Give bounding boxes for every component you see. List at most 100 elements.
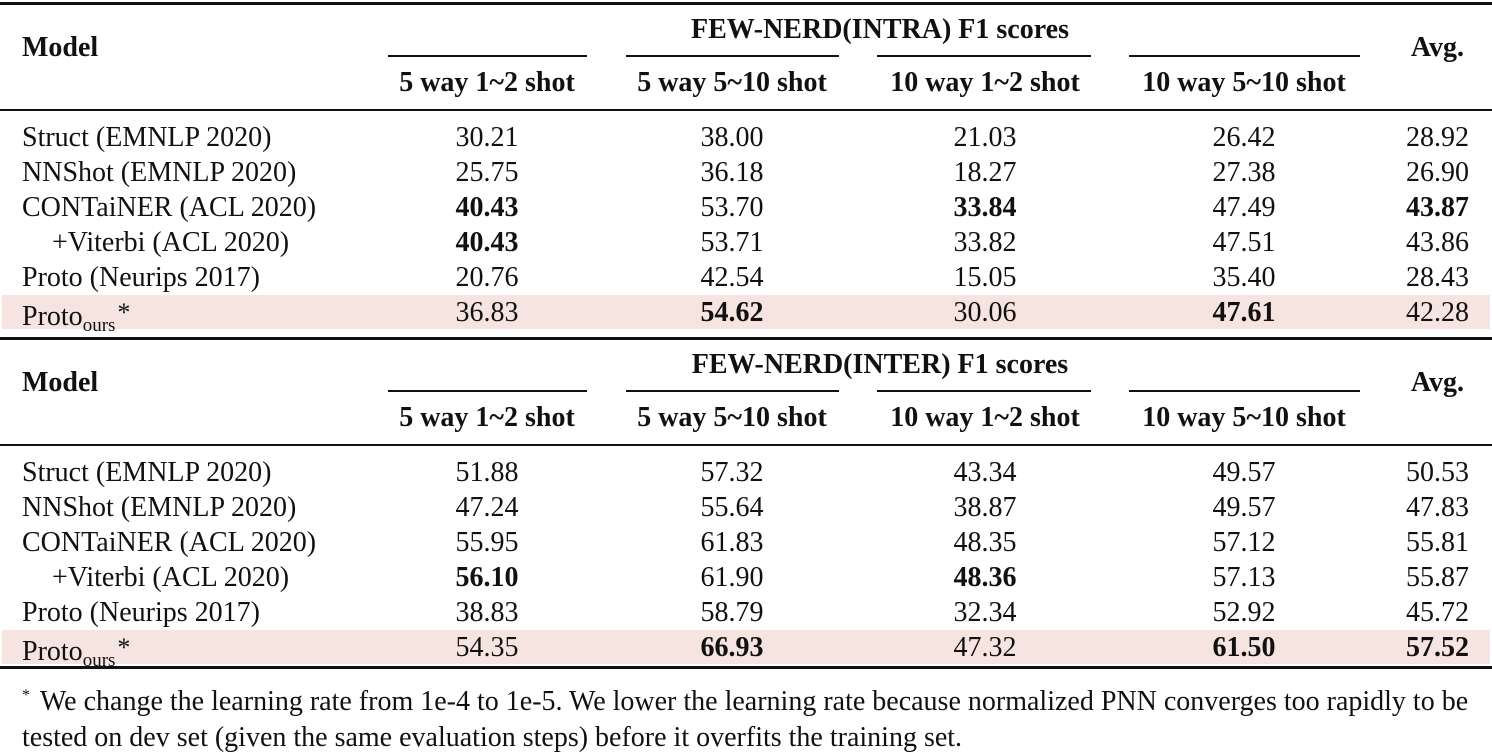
intra-row-model-name: Struct (EMNLP 2020)	[22, 122, 272, 153]
intra-row-model-name: CONTaiNER (ACL 2020)	[22, 192, 317, 223]
inter-cell: 55.95	[455, 527, 519, 558]
intra-cell: 18.27	[953, 157, 1017, 188]
inter-setting-header: 5 way 1~2 shot	[399, 402, 575, 433]
intra-cell: 38.00	[700, 122, 764, 153]
inter-ours-highlight	[2, 630, 1490, 664]
inter-cell: 52.92	[1212, 597, 1276, 628]
inter-cell: 66.93	[700, 632, 764, 663]
footnote-text: We change the learning rate from 1e-4 to…	[22, 686, 1469, 753]
inter-setting-header: 10 way 5~10 shot	[1142, 402, 1346, 433]
footnote-mark: *	[22, 687, 30, 704]
inter-cell: 61.90	[700, 562, 764, 593]
inter-avg-cell: 55.81	[1406, 527, 1469, 558]
model-name-base: Proto	[22, 636, 83, 667]
inter-row-model-name: CONTaiNER (ACL 2020)	[22, 527, 317, 558]
inter-cell: 61.83	[700, 527, 764, 558]
inter-avg-cell: 55.87	[1406, 562, 1469, 593]
intra-avg-cell: 43.87	[1406, 192, 1469, 223]
inter-cell: 57.13	[1212, 562, 1276, 593]
inter-avg-cell: 57.52	[1406, 632, 1469, 663]
inter-cmidrule	[388, 390, 587, 392]
inter-avg-cell: 47.83	[1406, 492, 1469, 523]
intra-cmidrule	[877, 55, 1091, 57]
inter-cell: 38.87	[953, 492, 1017, 523]
model-name-subscript: ours	[82, 650, 116, 671]
intra-cmidrule	[388, 55, 587, 57]
intra-cell: 21.03	[953, 122, 1017, 153]
intra-ours-highlight	[2, 295, 1490, 329]
inter-row-model-name: NNShot (EMNLP 2020)	[22, 492, 297, 523]
intra-cell: 53.71	[700, 227, 764, 258]
intra-cell: 35.40	[1212, 262, 1276, 293]
intra-title: FEW-NERD(INTRA) F1 scores	[691, 14, 1069, 45]
intra-top-rule	[0, 2, 1492, 5]
intra-setting-header: 10 way 1~2 shot	[890, 67, 1080, 98]
intra-cell: 42.54	[700, 262, 764, 293]
intra-cell: 30.21	[455, 122, 519, 153]
intra-row-model-name: +Viterbi (ACL 2020)	[52, 227, 290, 258]
inter-setting-header: 5 way 5~10 shot	[637, 402, 827, 433]
inter-cell: 47.24	[455, 492, 519, 523]
inter-cell: 32.34	[953, 597, 1017, 628]
inter-cell: 47.32	[953, 632, 1017, 663]
footnote-star: *	[117, 633, 131, 662]
footnote-star: *	[117, 298, 131, 327]
intra-setting-header: 10 way 5~10 shot	[1142, 67, 1346, 98]
intra-cell: 33.82	[953, 227, 1017, 258]
intra-cell: 36.18	[700, 157, 764, 188]
inter-cell: 38.83	[455, 597, 519, 628]
intra-cell: 20.76	[455, 262, 519, 293]
intra-cell: 40.43	[455, 192, 519, 223]
inter-cmidrule	[626, 390, 839, 392]
inter-avg-cell: 50.53	[1406, 457, 1469, 488]
intra-cell: 40.43	[455, 227, 519, 258]
inter-cell: 49.57	[1212, 457, 1276, 488]
inter-avg-cell: 45.72	[1406, 597, 1469, 628]
intra-cell: 26.42	[1212, 122, 1276, 153]
intra-avg-cell: 28.43	[1406, 262, 1469, 293]
intra-avg-cell: 26.90	[1406, 157, 1469, 188]
intra-avg-cell: 42.28	[1406, 297, 1469, 328]
inter-cell: 57.32	[700, 457, 764, 488]
inter-cmidrule	[877, 390, 1091, 392]
inter-cell: 56.10	[455, 562, 519, 593]
intra-cell: 30.06	[953, 297, 1017, 328]
inter-row-model-name: Struct (EMNLP 2020)	[22, 457, 272, 488]
intra-setting-header: 5 way 5~10 shot	[637, 67, 827, 98]
inter-mid-rule	[0, 444, 1492, 446]
intra-cell: 53.70	[700, 192, 764, 223]
intra-cell: 47.61	[1212, 297, 1276, 328]
intra-avg-header: Avg.	[1410, 32, 1464, 63]
intra-cell: 15.05	[953, 262, 1017, 293]
inter-cell: 55.64	[700, 492, 764, 523]
inter-row-model-name: +Viterbi (ACL 2020)	[52, 562, 290, 593]
intra-setting-header: 5 way 1~2 shot	[399, 67, 575, 98]
intra-avg-cell: 43.86	[1406, 227, 1469, 258]
intra-cmidrule	[626, 55, 839, 57]
model-name-subscript: ours	[82, 315, 116, 336]
inter-avg-header: Avg.	[1410, 367, 1464, 398]
intra-cell: 36.83	[455, 297, 519, 328]
intra-model-header: Model	[22, 32, 99, 63]
inter-cell: 43.34	[953, 457, 1017, 488]
intra-row-model-name: NNShot (EMNLP 2020)	[22, 157, 297, 188]
inter-cell: 49.57	[1212, 492, 1276, 523]
inter-cell: 48.35	[953, 527, 1017, 558]
inter-model-header: Model	[22, 367, 99, 398]
intra-cell: 47.51	[1212, 227, 1276, 258]
intra-cmidrule	[1129, 55, 1360, 57]
intra-row-model-name: Proto (Neurips 2017)	[22, 262, 260, 293]
intra-mid-rule	[0, 109, 1492, 111]
intra-cell: 47.49	[1212, 192, 1276, 223]
inter-cell: 61.50	[1212, 632, 1276, 663]
intra-avg-cell: 28.92	[1406, 122, 1469, 153]
inter-cmidrule	[1129, 390, 1360, 392]
inter-cell: 51.88	[455, 457, 519, 488]
inter-cell: 58.79	[700, 597, 764, 628]
intra-cell: 33.84	[953, 192, 1017, 223]
intra-cell: 54.62	[700, 297, 764, 328]
bottom-rule	[0, 666, 1492, 669]
inter-ours-model-name: Protoours*	[22, 631, 130, 678]
inter-title: FEW-NERD(INTER) F1 scores	[691, 349, 1069, 380]
